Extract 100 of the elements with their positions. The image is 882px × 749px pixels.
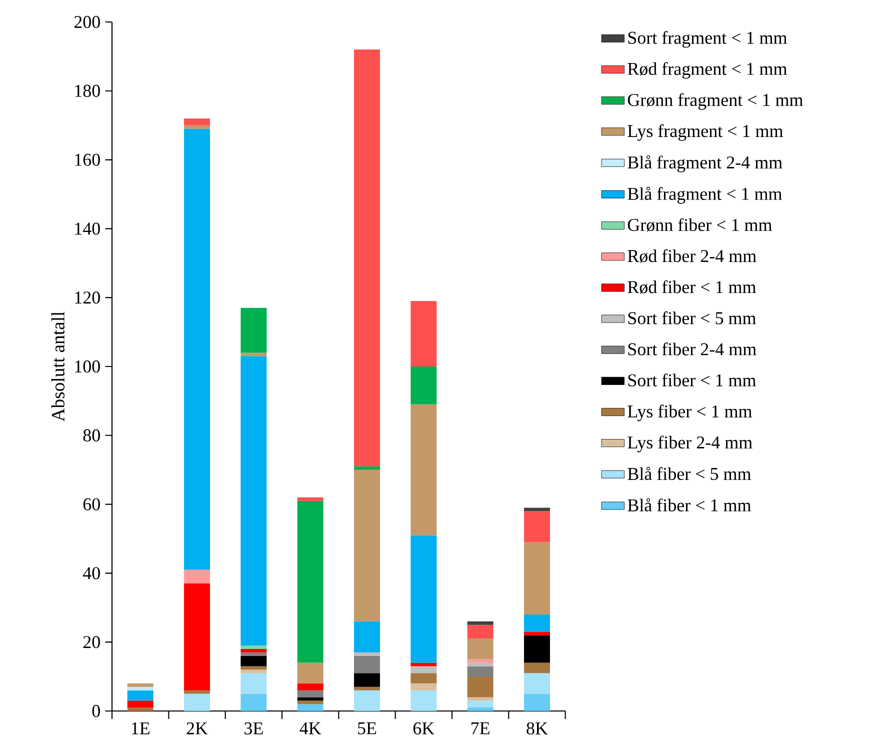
legend-label: Blå fragment 2-4 mm bbox=[628, 155, 782, 172]
y-tick-label: 60 bbox=[83, 498, 100, 510]
bar bbox=[467, 659, 494, 663]
x-tick-label: 5E bbox=[358, 722, 376, 734]
bar bbox=[354, 656, 380, 674]
bar bbox=[354, 652, 380, 656]
bar bbox=[184, 118, 210, 126]
bar bbox=[524, 632, 550, 636]
legend-label: Sort fiber < 5 mm bbox=[628, 311, 756, 324]
y-tick-label: 0 bbox=[92, 704, 100, 718]
bar bbox=[240, 656, 267, 666]
bar bbox=[354, 690, 380, 711]
legend-label: Blå fiber < 5 mm bbox=[628, 466, 751, 480]
legend-label: Lys fragment < 1 mm bbox=[628, 124, 783, 141]
bar bbox=[240, 646, 267, 649]
bar bbox=[297, 700, 324, 704]
bar bbox=[524, 542, 550, 615]
bar bbox=[410, 366, 437, 404]
x-tick-label: 1E bbox=[132, 722, 150, 734]
x-tick-label: 2K bbox=[186, 722, 208, 734]
y-tick-label: 200 bbox=[74, 16, 100, 28]
legend-label: Blå fiber < 1 mm bbox=[628, 498, 751, 512]
bar bbox=[354, 673, 380, 687]
bar bbox=[127, 686, 154, 690]
x-tick-label: 3E bbox=[244, 722, 263, 734]
x-tick-label: 6K bbox=[413, 722, 434, 734]
bar bbox=[184, 125, 210, 129]
bar bbox=[410, 673, 437, 684]
legend-label: Rød fiber < 1 mm bbox=[628, 280, 756, 294]
bar bbox=[240, 352, 267, 356]
x-tick-label: 8K bbox=[526, 722, 548, 734]
bar bbox=[240, 308, 267, 353]
legend-label: Grønn fiber < 1 mm bbox=[628, 218, 772, 232]
bar bbox=[354, 50, 380, 466]
legend-label: Sort fiber 2-4 mm bbox=[628, 342, 756, 356]
bar bbox=[410, 404, 437, 536]
bar bbox=[127, 708, 154, 711]
bar bbox=[184, 694, 210, 711]
bar bbox=[297, 690, 324, 698]
bar bbox=[410, 690, 437, 711]
y-tick-label: 40 bbox=[82, 567, 100, 580]
bar bbox=[410, 301, 437, 366]
bar bbox=[524, 662, 550, 674]
y-tick-label: 20 bbox=[83, 636, 100, 648]
y-axis-title: Absolutt antall bbox=[51, 312, 64, 422]
bar bbox=[127, 700, 154, 708]
legend-label: Lys fiber 2-4 mm bbox=[628, 436, 752, 452]
bar bbox=[184, 690, 210, 694]
bar bbox=[184, 570, 210, 584]
bar bbox=[524, 635, 550, 663]
legend-label: Rød fiber 2-4 mm bbox=[628, 249, 756, 263]
bar bbox=[467, 624, 494, 639]
bar bbox=[240, 652, 267, 656]
x-tick-label: 4K bbox=[300, 722, 322, 734]
bar bbox=[240, 673, 267, 694]
bar bbox=[184, 128, 210, 570]
bar bbox=[467, 700, 494, 708]
bar bbox=[297, 662, 324, 684]
bar bbox=[524, 614, 550, 632]
bar bbox=[127, 690, 154, 701]
bar bbox=[467, 708, 494, 711]
bar bbox=[240, 694, 267, 711]
y-tick-label: 180 bbox=[75, 84, 100, 97]
bar bbox=[297, 697, 324, 701]
bar bbox=[354, 686, 380, 690]
bar bbox=[524, 508, 550, 512]
bar bbox=[240, 666, 267, 670]
y-tick-label: 120 bbox=[75, 292, 100, 304]
x-tick-label: 7E bbox=[472, 722, 490, 734]
bar bbox=[297, 500, 324, 663]
bar bbox=[184, 584, 210, 690]
bar bbox=[240, 648, 267, 652]
y-tick-label: 80 bbox=[83, 429, 100, 442]
y-tick-label: 140 bbox=[75, 222, 100, 235]
bar bbox=[354, 621, 380, 652]
bar bbox=[467, 697, 494, 701]
legend-label: Rød fragment < 1 mm bbox=[628, 62, 787, 79]
bar bbox=[354, 466, 380, 470]
legend-label: Blå fragment < 1 mm bbox=[628, 186, 782, 204]
bar bbox=[524, 511, 550, 542]
bar bbox=[467, 621, 494, 625]
bar bbox=[467, 666, 494, 677]
bar bbox=[240, 356, 267, 646]
bar bbox=[127, 683, 154, 687]
bar bbox=[297, 704, 324, 711]
legend-label: Lys fiber < 1 mm bbox=[628, 404, 752, 422]
y-tick-label: 100 bbox=[75, 360, 100, 373]
bar bbox=[410, 683, 437, 690]
bar bbox=[467, 676, 494, 698]
legend-label: Grønn fragment < 1 mm bbox=[628, 93, 803, 110]
bar bbox=[524, 673, 550, 694]
legend-label: Sort fiber < 1 mm bbox=[628, 374, 756, 386]
bar bbox=[297, 683, 324, 690]
bar bbox=[410, 666, 437, 674]
legend-label: Sort fragment < 1 mm bbox=[628, 31, 787, 48]
bar bbox=[297, 497, 324, 501]
bar bbox=[240, 670, 267, 674]
bar bbox=[354, 470, 380, 622]
bar bbox=[524, 694, 550, 711]
y-tick-label: 160 bbox=[75, 154, 100, 166]
